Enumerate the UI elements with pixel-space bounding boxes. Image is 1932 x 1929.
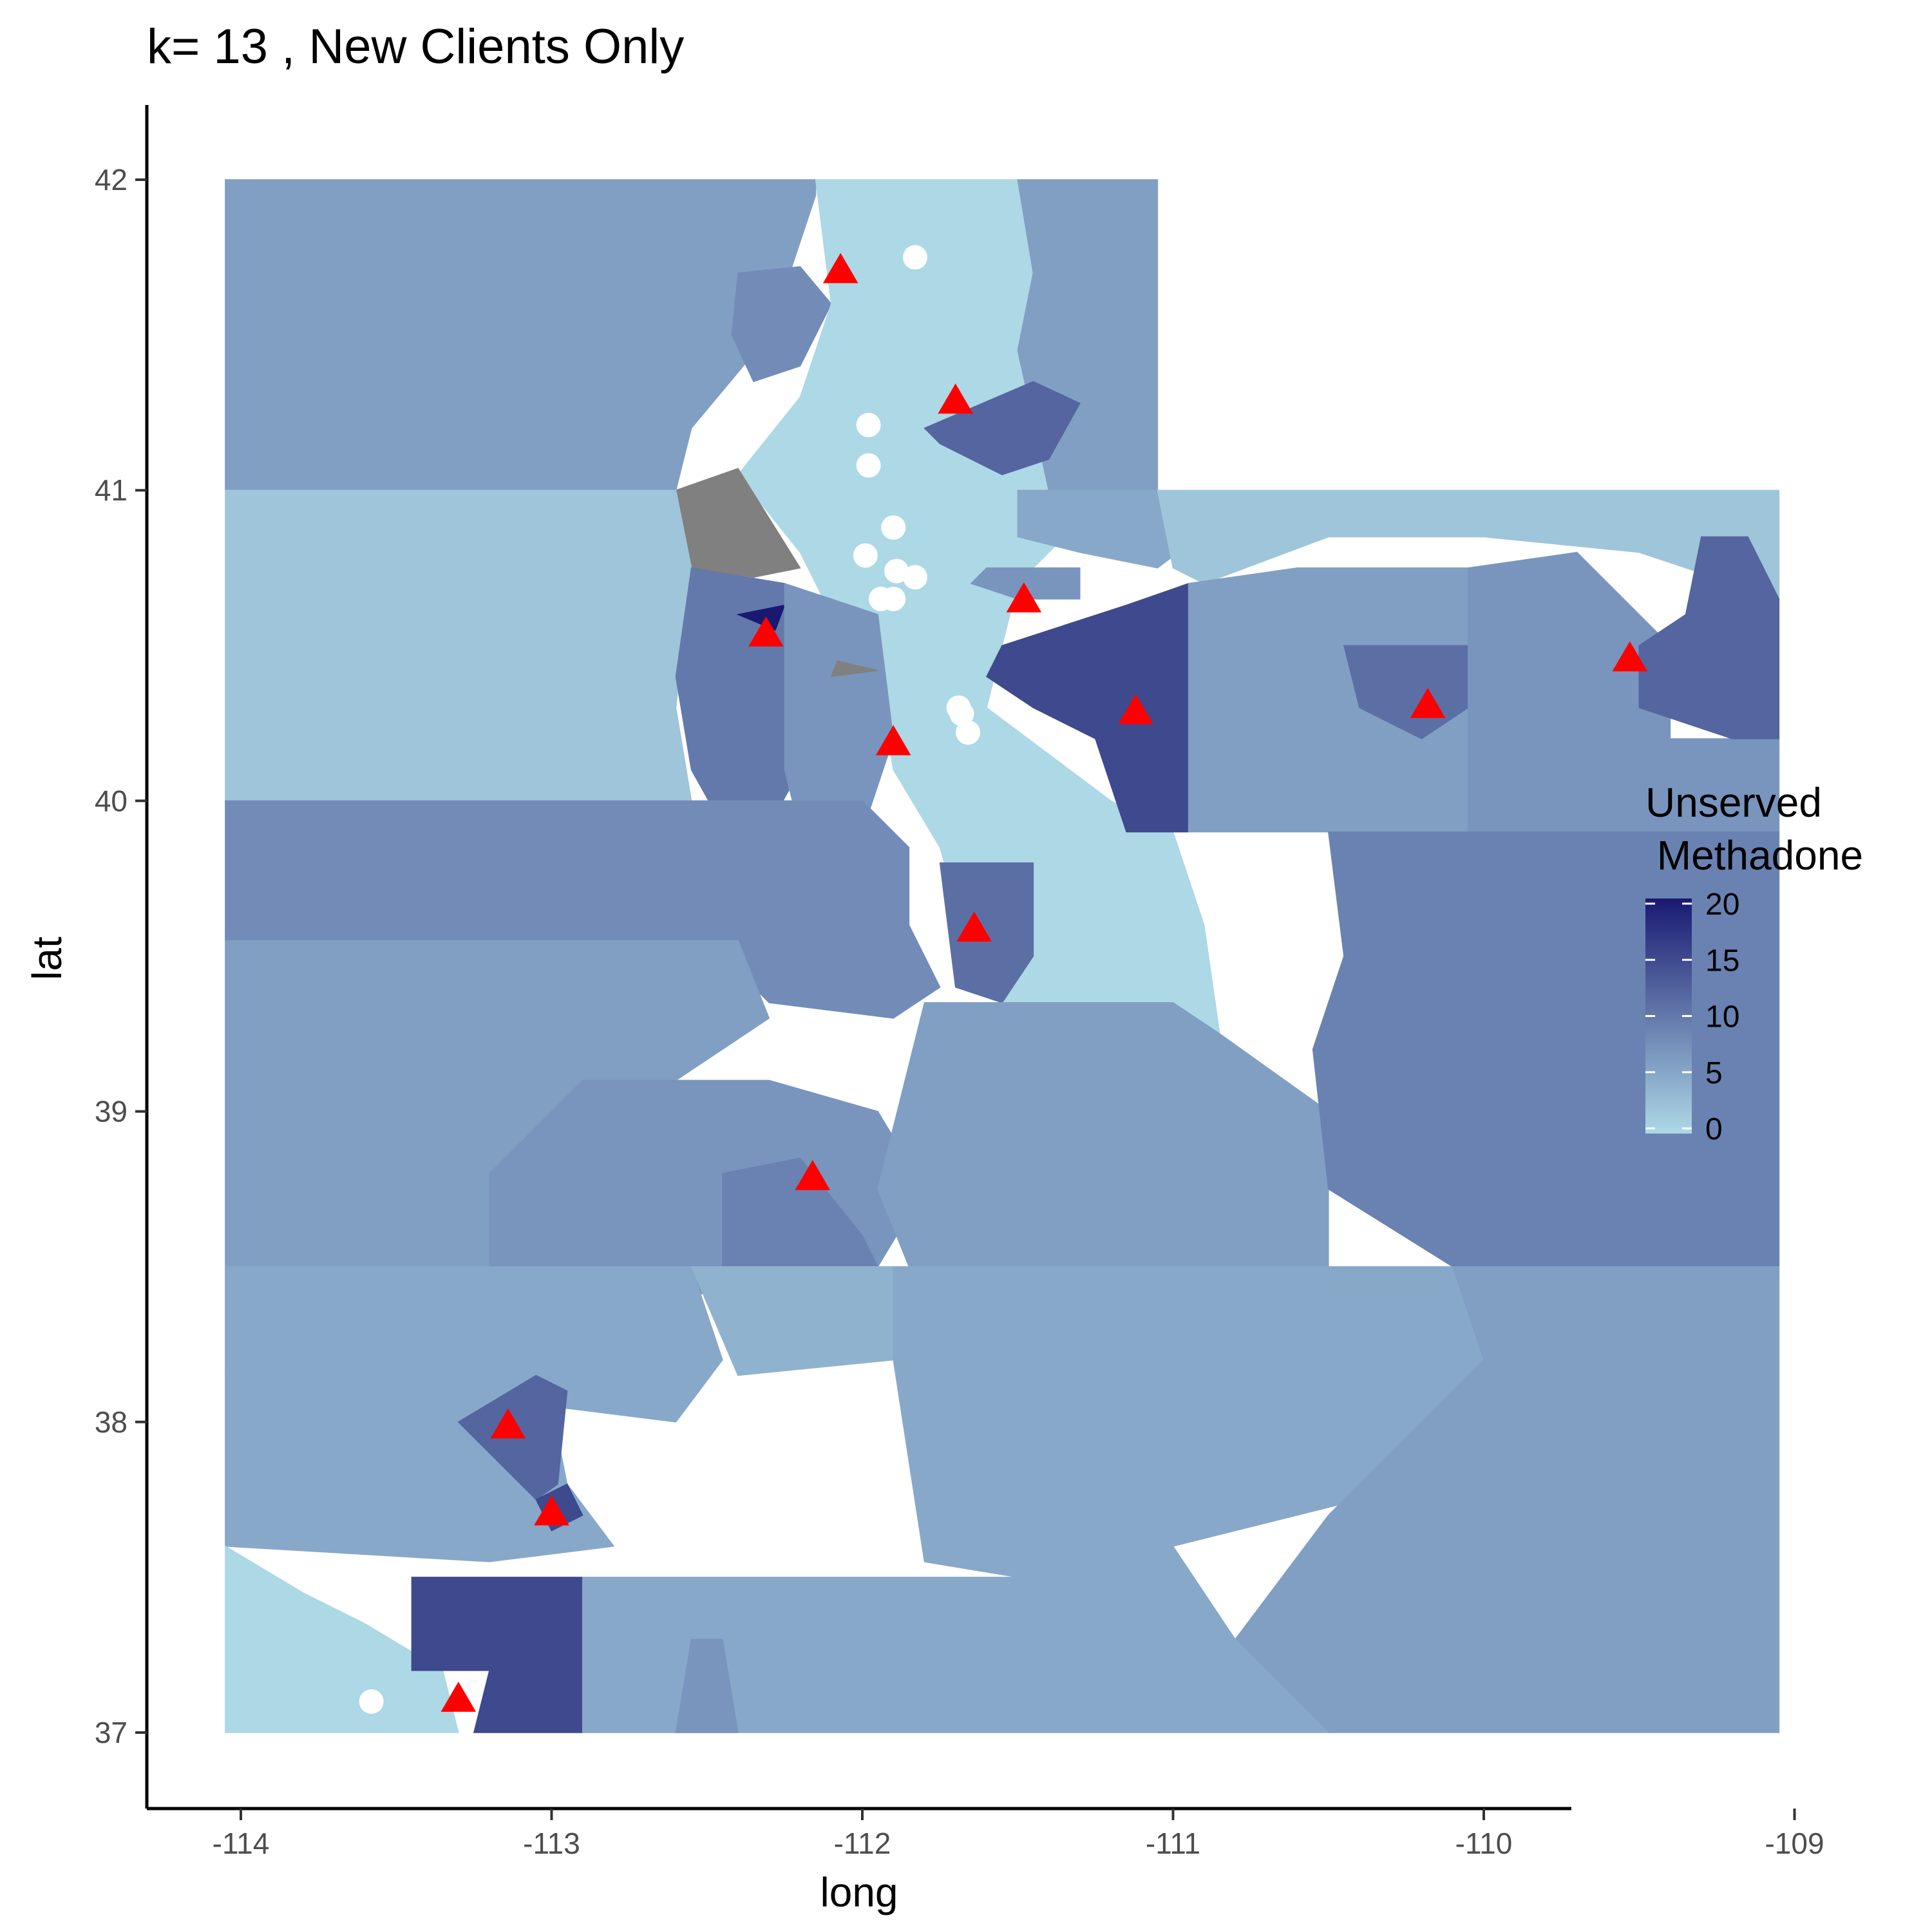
county-region bbox=[830, 660, 878, 678]
y-tick-label: 41 bbox=[95, 473, 128, 507]
county-region bbox=[736, 604, 786, 631]
county-region bbox=[1157, 489, 1780, 600]
facility-triangle bbox=[1410, 687, 1446, 718]
county-regions bbox=[225, 179, 1780, 1733]
county-region bbox=[1638, 536, 1780, 739]
legend-ticks: 0 5 10 15 20 bbox=[1645, 888, 1739, 1146]
y-tick-label: 42 bbox=[95, 163, 128, 196]
county-region bbox=[225, 489, 692, 802]
legend: Unserved Methadone 0 5 10 15 20 bbox=[1645, 779, 1863, 1146]
y-tick-label: 39 bbox=[95, 1095, 128, 1128]
county-region bbox=[582, 1545, 1330, 1733]
legend-title-line-1: Unserved bbox=[1645, 779, 1822, 826]
county-region bbox=[923, 381, 1081, 475]
county-region bbox=[970, 567, 1081, 600]
county-region bbox=[225, 179, 817, 491]
client-point bbox=[359, 1689, 384, 1714]
county-region bbox=[784, 582, 894, 833]
legend-tick-label: 0 bbox=[1705, 1112, 1723, 1146]
y-tick-label: 40 bbox=[95, 784, 128, 817]
x-axis-ticks: -114 -113 -112 -111 -110 -109 bbox=[213, 1809, 1824, 1860]
facility-triangle bbox=[440, 1682, 477, 1712]
county-region bbox=[877, 1002, 1329, 1268]
x-tick-label: -109 bbox=[1765, 1827, 1824, 1860]
legend-tick-label: 5 bbox=[1705, 1056, 1723, 1090]
client-point bbox=[903, 565, 928, 590]
facility-triangle bbox=[875, 725, 911, 755]
y-axis-ticks: 37 38 39 40 41 42 bbox=[95, 163, 147, 1749]
client-point bbox=[853, 543, 878, 568]
facility-triangle bbox=[956, 911, 992, 942]
plot-title: k= 13 , New Clients Only bbox=[147, 19, 684, 74]
client-point bbox=[881, 586, 906, 611]
client-point bbox=[856, 453, 881, 478]
county-region bbox=[675, 1639, 739, 1733]
facility-markers bbox=[440, 252, 1648, 1712]
client-point bbox=[956, 720, 981, 745]
facility-triangle bbox=[1612, 641, 1648, 672]
county-region bbox=[225, 800, 910, 942]
facility-triangle bbox=[1006, 582, 1042, 613]
client-point bbox=[1220, 913, 1245, 938]
county-region bbox=[722, 1157, 879, 1268]
facility-triangle bbox=[1118, 694, 1153, 725]
client-point bbox=[856, 412, 881, 437]
facility-triangle bbox=[490, 1408, 526, 1439]
county-region bbox=[690, 1266, 910, 1376]
client-point bbox=[903, 245, 928, 270]
client-markers bbox=[359, 245, 1245, 1714]
facility-triangle bbox=[795, 1159, 831, 1190]
y-tick-label: 37 bbox=[95, 1716, 128, 1749]
legend-tick-label: 10 bbox=[1705, 1000, 1739, 1034]
county-region bbox=[986, 582, 1189, 833]
facility-triangle bbox=[822, 252, 858, 283]
county-region bbox=[731, 266, 832, 383]
x-tick-label: -114 bbox=[213, 1827, 270, 1860]
facility-triangle bbox=[534, 1495, 569, 1526]
facility-triangle bbox=[938, 383, 973, 414]
x-tick-label: -110 bbox=[1455, 1827, 1513, 1860]
client-point bbox=[881, 515, 906, 540]
y-tick-label: 38 bbox=[95, 1405, 128, 1439]
client-point bbox=[884, 558, 909, 584]
client-point bbox=[949, 701, 974, 727]
facility-triangle bbox=[748, 616, 784, 647]
legend-tick-label: 15 bbox=[1705, 944, 1739, 978]
x-tick-label: -111 bbox=[1146, 1827, 1200, 1860]
x-tick-label: -112 bbox=[834, 1827, 891, 1860]
legend-tick-label: 20 bbox=[1705, 888, 1739, 922]
y-axis-label: lat bbox=[24, 936, 70, 980]
legend-title-line-2: Methadone bbox=[1645, 832, 1863, 879]
x-axis-label: long bbox=[820, 1869, 898, 1915]
x-tick-label: -113 bbox=[523, 1827, 580, 1860]
